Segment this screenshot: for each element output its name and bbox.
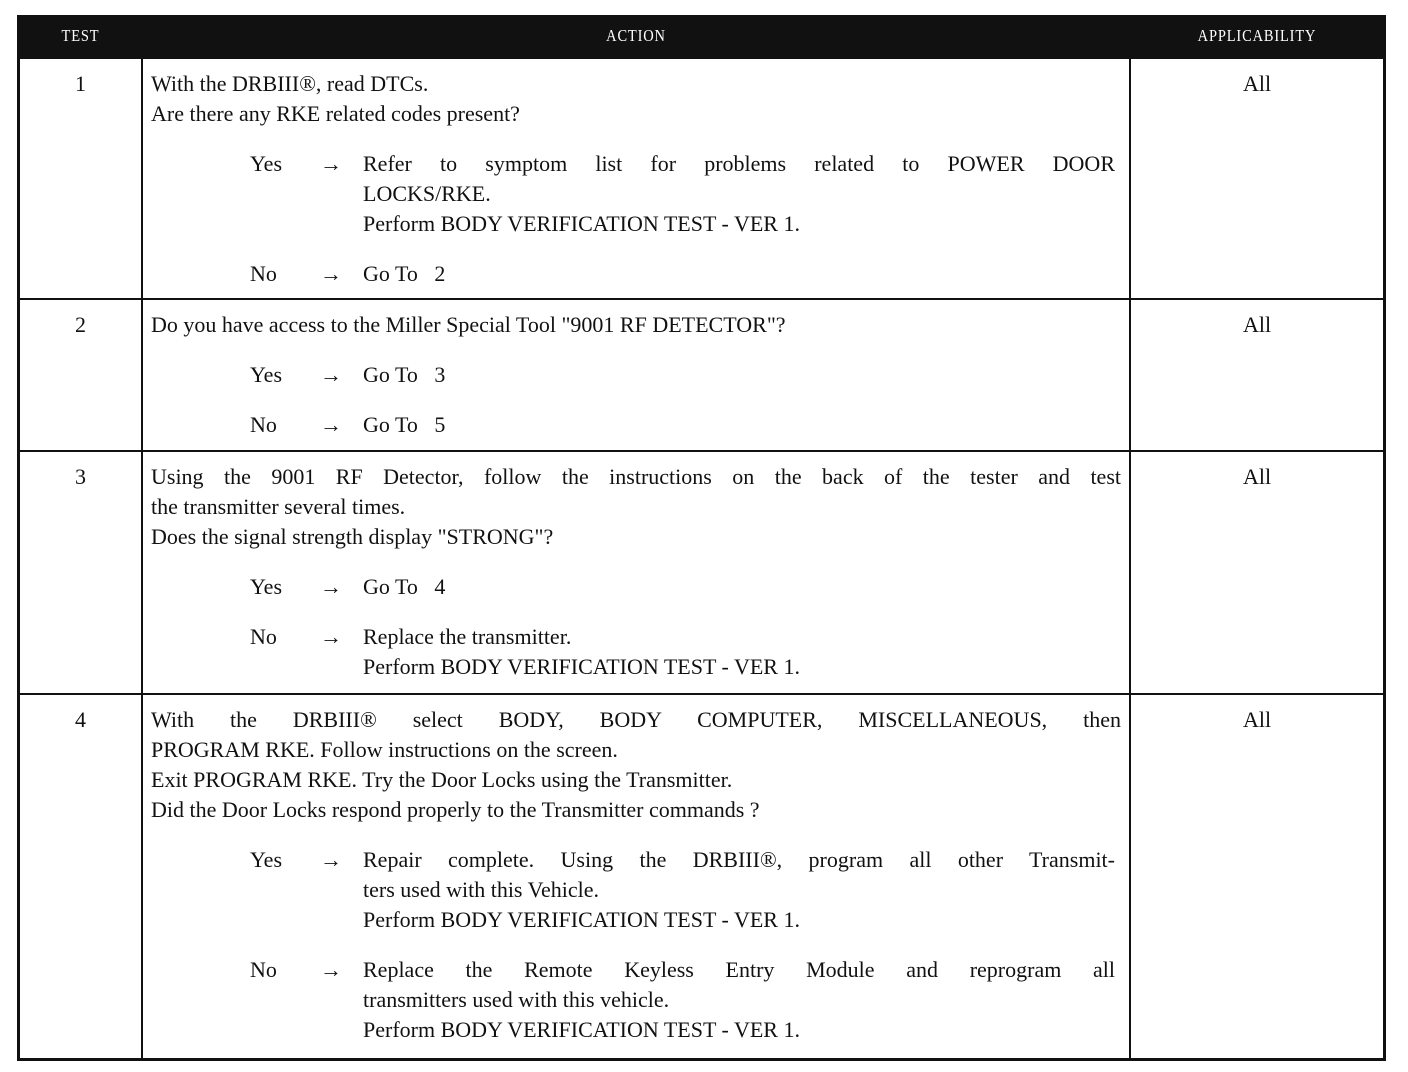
action-intro: Do you have access to the Miller Special… (151, 310, 1121, 340)
text-line: Go To 5 (363, 412, 446, 437)
header-action: ACTION (606, 26, 666, 45)
branch-label: Yes (250, 362, 283, 387)
branch-text: Go To 2 (363, 259, 1115, 289)
branch-label: No (250, 624, 277, 649)
action-intro: With the DRBIII®, read DTCs. Are there an… (151, 69, 1121, 129)
test-number: 4 (75, 707, 86, 732)
text-line: Go To 2 (363, 261, 446, 286)
text-line: PROGRAM RKE. Follow instructions on the … (151, 737, 618, 762)
text-line: Does the signal strength display "STRONG… (151, 524, 554, 549)
arrow-right-icon: → (320, 847, 342, 872)
branch-text: Go To 5 (363, 410, 1115, 440)
applicability: All (1242, 71, 1272, 96)
table-row: 2 Do you have access to the Miller Specia… (20, 298, 1383, 450)
text-line: Perform BODY VERIFICATION TEST - VER 1. (363, 654, 800, 679)
branch-no: No → Go To 5 (151, 410, 1121, 440)
table-header: TEST ACTION APPLICABILITY (20, 15, 1383, 57)
text-line: Go To 3 (363, 362, 446, 387)
header-test: TEST (61, 26, 100, 45)
branch-text: Refer to symptom list for problems relat… (363, 149, 1115, 239)
branch-yes: Yes → Repair complete. Using the DRBIII®, … (151, 845, 1121, 935)
table-row: 3 Using the 9001 RF Detector, follow the … (20, 450, 1383, 693)
text-line: the transmitter several times. (151, 494, 406, 519)
applicability: All (1242, 312, 1272, 337)
arrow-right-icon: → (320, 624, 342, 649)
action-cell: Using the 9001 RF Detector, follow the i… (141, 452, 1131, 693)
branch-label: No (250, 957, 277, 982)
branch-no: No → Replace the Remote Keyless Entry Modu… (151, 955, 1121, 1045)
branch-yes: Yes → Go To 3 (151, 360, 1121, 390)
text-line: Perform BODY VERIFICATION TEST - VER 1. (363, 907, 800, 932)
applicability: All (1242, 707, 1272, 732)
text-line: Go To 4 (363, 574, 446, 599)
text-line: LOCKS/RKE. (363, 181, 491, 206)
table-row: 4 With the DRBIII® select BODY, BODY COMP… (20, 693, 1383, 1058)
text-line: Did the Door Locks respond properly to t… (151, 797, 760, 822)
text-line: Exit PROGRAM RKE. Try the Door Locks usi… (151, 767, 733, 792)
branch-text: Replace the transmitter. Perform BODY VER… (363, 622, 1115, 682)
action-intro: Using the 9001 RF Detector, follow the i… (151, 462, 1121, 552)
text-line: Refer to symptom list for problems relat… (363, 151, 1115, 176)
action-cell: With the DRBIII® select BODY, BODY COMPU… (141, 695, 1131, 1058)
branch-label: Yes (250, 574, 283, 599)
action-cell: Do you have access to the Miller Special… (141, 300, 1131, 450)
branch-text: Go To 3 (363, 360, 1115, 390)
branch-no: No → Go To 2 (151, 259, 1121, 289)
arrow-right-icon: → (320, 574, 342, 599)
text-line: With the DRBIII® select BODY, BODY COMPU… (151, 707, 1121, 732)
text-line: Repair complete. Using the DRBIII®, prog… (363, 847, 1115, 872)
text-line: With the DRBIII®, read DTCs. (151, 71, 429, 96)
branch-no: No → Replace the transmitter. Perform BODY … (151, 622, 1121, 682)
text-line: Perform BODY VERIFICATION TEST - VER 1. (363, 1017, 800, 1042)
table-row: 1 With the DRBIII®, read DTCs. Are there a… (20, 57, 1383, 298)
text-line: ters used with this Vehicle. (363, 877, 600, 902)
table-body: 1 With the DRBIII®, read DTCs. Are there a… (20, 57, 1383, 1058)
text-line: Are there any RKE related codes present? (151, 101, 520, 126)
text-line: Using the 9001 RF Detector, follow the i… (151, 464, 1121, 489)
text-line: Perform BODY VERIFICATION TEST - VER 1. (363, 211, 800, 236)
branch-yes: Yes → Go To 4 (151, 572, 1121, 602)
branch-label: Yes (250, 847, 283, 872)
header-applicability: APPLICABILITY (1197, 26, 1317, 45)
branch-label: No (250, 412, 277, 437)
text-line: transmitters used with this vehicle. (363, 987, 670, 1012)
branch-yes: Yes → Refer to symptom list for problems r… (151, 149, 1121, 239)
arrow-right-icon: → (320, 957, 342, 982)
test-number: 2 (75, 312, 86, 337)
branch-text: Repair complete. Using the DRBIII®, prog… (363, 845, 1115, 935)
text-line: Replace the transmitter. (363, 624, 572, 649)
test-number: 3 (75, 464, 86, 489)
action-intro: With the DRBIII® select BODY, BODY COMPU… (151, 705, 1121, 825)
branch-label: Yes (250, 151, 283, 176)
action-cell: With the DRBIII®, read DTCs. Are there an… (141, 59, 1131, 298)
branch-label: No (250, 261, 277, 286)
branch-text: Replace the Remote Keyless Entry Module … (363, 955, 1115, 1045)
test-number: 1 (75, 71, 86, 96)
arrow-right-icon: → (320, 151, 342, 176)
text-line: Do you have access to the Miller Special… (151, 312, 786, 337)
applicability: All (1242, 464, 1272, 489)
arrow-right-icon: → (320, 412, 342, 437)
arrow-right-icon: → (320, 261, 342, 286)
branch-text: Go To 4 (363, 572, 1115, 602)
diagnostic-test-table: TEST ACTION APPLICABILITY 1 With the DRBI… (17, 15, 1386, 1061)
text-line: Replace the Remote Keyless Entry Module … (363, 957, 1115, 982)
arrow-right-icon: → (320, 362, 342, 387)
